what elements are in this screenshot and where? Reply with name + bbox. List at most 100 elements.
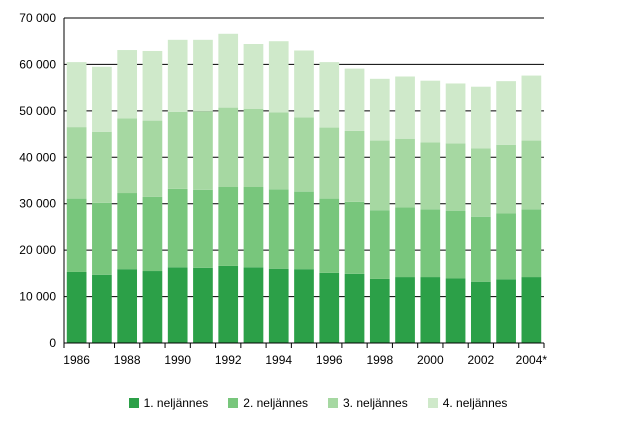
legend-label: 3. neljännes — [343, 396, 408, 410]
legend-swatch — [328, 398, 338, 408]
bar-segment-q1-1996 — [319, 272, 340, 343]
x-tick-label: 2000 — [417, 353, 444, 367]
bar-segment-q4-1991 — [193, 39, 213, 112]
legend-label: 2. neljännes — [243, 396, 308, 410]
y-tick-label: 20 000 — [19, 243, 56, 257]
legend-swatch — [128, 398, 139, 408]
y-tick-label: 70 000 — [19, 11, 56, 25]
bar-segment-q3-2002 — [470, 148, 491, 217]
bar-segment-q2-2003 — [496, 213, 516, 280]
bar-segment-q3-2000 — [420, 142, 441, 210]
bar-segment-q3-1995 — [294, 117, 314, 192]
legend-item-q1: 1. neljännes — [128, 396, 209, 410]
bar-segment-q4-1986 — [66, 62, 87, 128]
x-tick-label: 2004* — [516, 353, 548, 367]
y-tick-label: 30 000 — [19, 197, 56, 211]
bar-segment-q4-2002 — [470, 86, 491, 149]
bar-segment-q3-1992 — [218, 107, 239, 187]
stacked-bar-chart: 0 10 000 20 000 30 000 40 000 50 000 60 000 70 … — [19, 11, 547, 367]
x-tick-label: 1996 — [316, 353, 343, 367]
bar-segment-q3-1991 — [193, 111, 213, 190]
bar-segment-q3-1997 — [344, 130, 365, 202]
x-tick-label: 1992 — [215, 353, 242, 367]
bar-segment-q1-2001 — [445, 278, 466, 343]
bar-segment-q1-1991 — [193, 267, 213, 343]
bar-segment-q2-2000 — [420, 209, 441, 278]
x-tick-label: 1986 — [63, 353, 90, 367]
x-tick-label: 1994 — [265, 353, 292, 367]
bar-segment-q2-1997 — [344, 201, 365, 274]
bar-segment-q1-2003 — [496, 279, 516, 343]
bar-segment-q1-1986 — [66, 271, 87, 343]
bar-segment-q3-1987 — [92, 131, 112, 203]
y-tick-label: 10 000 — [19, 290, 56, 304]
bar-segment-q1-1998 — [369, 278, 390, 343]
bars — [66, 33, 542, 343]
bar-segment-q4-1990 — [167, 39, 188, 112]
bar-segment-q2-1988 — [117, 193, 138, 270]
y-tick-label: 0 — [49, 336, 56, 350]
bar-segment-q4-1994 — [268, 41, 289, 113]
bar-segment-q4-2004 — [521, 75, 542, 141]
bar-segment-q3-1998 — [369, 140, 390, 211]
bar-segment-q2-1986 — [66, 198, 87, 272]
legend-item-q2: 2. neljännes — [228, 396, 308, 410]
legend-item-q4: 4. neljännes — [427, 396, 507, 410]
bar-segment-q4-1992 — [218, 33, 239, 108]
bar-segment-q1-2002 — [470, 281, 491, 343]
bar-segment-q1-2000 — [420, 277, 441, 343]
bar-segment-q3-1994 — [268, 112, 289, 190]
bar-segment-q3-1986 — [66, 127, 87, 199]
bar-segment-q2-2002 — [470, 216, 491, 282]
bar-segment-q4-2000 — [420, 80, 441, 143]
bar-segment-q2-1993 — [243, 187, 264, 268]
bar-segment-q3-1993 — [243, 109, 264, 187]
bar-segment-q3-1999 — [395, 138, 415, 208]
bar-segment-q1-1987 — [92, 274, 112, 343]
bar-segment-q1-1994 — [268, 268, 289, 343]
bar-segment-q1-1989 — [142, 271, 163, 343]
bar-segment-q2-1990 — [167, 188, 188, 268]
bar-segment-q3-2003 — [496, 144, 516, 214]
bar-segment-q4-2003 — [496, 81, 516, 145]
bar-segment-q4-1993 — [243, 44, 264, 109]
bar-segment-q3-2001 — [445, 143, 466, 211]
bar-segment-q4-1998 — [369, 78, 390, 141]
bar-segment-q4-1997 — [344, 68, 365, 131]
bar-segment-q4-1996 — [319, 62, 340, 128]
x-tick-label: 1990 — [164, 353, 191, 367]
bar-segment-q1-1995 — [294, 269, 314, 343]
x-axis-tick-labels: 1986 1988 1990 1992 1994 1996 1998 2000 2002 2004… — [63, 353, 547, 367]
bar-segment-q1-1997 — [344, 273, 365, 343]
legend-swatch — [427, 398, 438, 408]
bar-segment-q2-1995 — [294, 191, 314, 270]
x-tick-label: 1998 — [366, 353, 393, 367]
bar-segment-q3-1988 — [117, 118, 138, 194]
bar-segment-q2-2001 — [445, 210, 466, 279]
bar-segment-q2-1992 — [218, 187, 239, 266]
bar-segment-q2-1996 — [319, 198, 340, 273]
bar-segment-q2-1987 — [92, 202, 112, 275]
bar-segment-q3-2004 — [521, 140, 542, 210]
bar-segment-q1-1990 — [167, 267, 188, 343]
legend-swatch — [228, 398, 239, 408]
bar-segment-q4-1987 — [92, 66, 112, 132]
bar-segment-q2-1994 — [268, 189, 289, 269]
bar-segment-q2-2004 — [521, 209, 542, 278]
bar-segment-q1-1999 — [395, 277, 415, 343]
axes — [63, 18, 545, 348]
bar-segment-q4-1995 — [294, 50, 314, 118]
x-tick-label: 2002 — [467, 353, 494, 367]
bar-segment-q1-1992 — [218, 265, 239, 343]
y-tick-label: 60 000 — [19, 57, 56, 71]
bar-segment-q3-1989 — [142, 120, 163, 197]
bar-segment-q3-1990 — [167, 111, 188, 189]
bar-segment-q1-1988 — [117, 269, 138, 343]
bar-segment-q2-1998 — [369, 210, 390, 279]
bar-segment-q1-2004 — [521, 277, 542, 343]
legend-label: 1. neljännes — [143, 396, 209, 410]
bar-segment-q2-1999 — [395, 207, 415, 278]
y-axis-tick-labels: 0 10 000 20 000 30 000 40 000 50 000 60 000 70 … — [19, 11, 56, 350]
legend-item-q3: 3. neljännes — [328, 396, 408, 410]
bar-segment-q4-1989 — [142, 50, 163, 121]
